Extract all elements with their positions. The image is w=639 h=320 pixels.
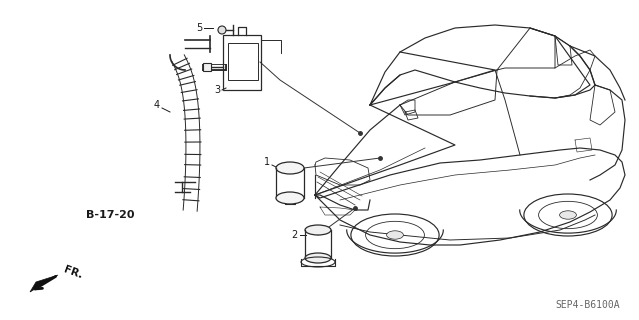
Bar [223,35,261,90]
Ellipse shape [276,162,304,174]
Text: 4: 4 [154,100,160,110]
Bar [228,43,258,80]
Ellipse shape [305,253,331,263]
Polygon shape [30,275,58,292]
Ellipse shape [560,211,576,219]
Text: FR.: FR. [62,264,84,280]
Text: 2: 2 [292,230,298,240]
Text: 1: 1 [264,157,270,167]
Text: SEP4-B6100A: SEP4-B6100A [555,300,620,310]
Bar [203,63,211,71]
Ellipse shape [387,231,403,239]
Text: 3: 3 [214,85,220,95]
Ellipse shape [276,192,304,204]
Ellipse shape [305,225,331,235]
Text: 5: 5 [196,23,202,33]
Text: B-17-20: B-17-20 [86,210,134,220]
Circle shape [218,26,226,34]
